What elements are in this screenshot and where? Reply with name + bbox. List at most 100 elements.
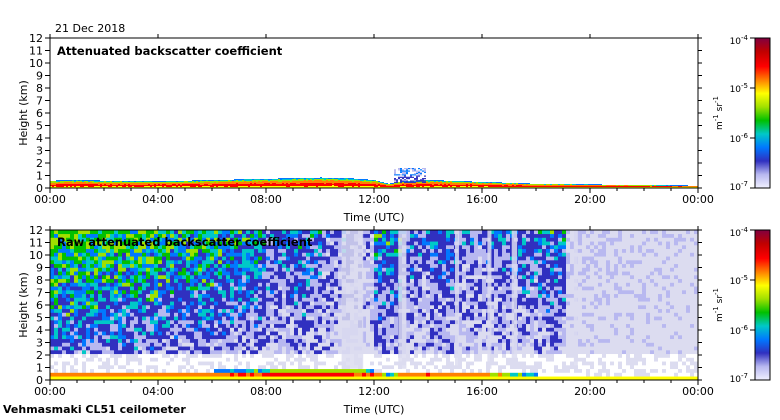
raw-backscatter-cell bbox=[94, 323, 98, 328]
raw-backscatter-cell bbox=[130, 252, 134, 257]
backscatter-cell bbox=[266, 185, 268, 186]
raw-backscatter-cell bbox=[50, 260, 54, 265]
backscatter-cell bbox=[490, 184, 492, 185]
raw-backscatter-cell bbox=[282, 237, 286, 242]
raw-backscatter-cell bbox=[70, 271, 74, 276]
backscatter-cell bbox=[258, 180, 260, 181]
backscatter-cell bbox=[138, 181, 140, 182]
raw-backscatter-cell bbox=[142, 335, 146, 340]
raw-backscatter-cell bbox=[166, 376, 170, 381]
raw-backscatter-cell bbox=[294, 323, 298, 328]
backscatter-cell bbox=[510, 186, 512, 187]
raw-backscatter-cell bbox=[114, 252, 118, 257]
raw-backscatter-cell bbox=[142, 286, 146, 291]
raw-backscatter-cell bbox=[194, 245, 198, 250]
backscatter-cell bbox=[140, 185, 142, 186]
backscatter-cell bbox=[164, 185, 166, 186]
cloud-cell bbox=[406, 181, 408, 183]
backscatter-cell bbox=[648, 185, 650, 186]
backscatter-cell bbox=[282, 182, 284, 183]
raw-backscatter-cell bbox=[238, 335, 242, 340]
backscatter-cell bbox=[270, 181, 272, 182]
backscatter-cell bbox=[380, 186, 382, 187]
raw-backscatter-cell bbox=[114, 230, 118, 235]
raw-backscatter-cell bbox=[182, 256, 186, 261]
backscatter-cell bbox=[194, 183, 196, 184]
raw-backscatter-cell bbox=[138, 267, 142, 272]
backscatter-cell bbox=[370, 186, 372, 187]
backscatter-cell bbox=[90, 184, 92, 185]
raw-backscatter-cell bbox=[186, 301, 190, 306]
backscatter-cell bbox=[298, 178, 300, 179]
raw-backscatter-cell bbox=[82, 357, 86, 362]
backscatter-cell bbox=[156, 181, 158, 182]
raw-backscatter-cell bbox=[262, 342, 266, 347]
raw-backscatter-cell bbox=[66, 305, 70, 310]
raw-backscatter-cell bbox=[254, 286, 258, 291]
backscatter-cell bbox=[602, 186, 604, 187]
raw-backscatter-cell bbox=[134, 357, 138, 362]
raw-backscatter-cell bbox=[270, 233, 274, 238]
backscatter-cell bbox=[274, 182, 276, 183]
raw-backscatter-cell bbox=[198, 312, 202, 317]
raw-backscatter-cell bbox=[302, 233, 306, 238]
raw-backscatter-cell bbox=[234, 241, 238, 246]
raw-backscatter-cell bbox=[106, 308, 110, 313]
raw-backscatter-cell bbox=[58, 305, 62, 310]
raw-backscatter-cell bbox=[250, 230, 254, 235]
raw-backscatter-cell bbox=[194, 376, 198, 381]
raw-backscatter-cell bbox=[154, 241, 158, 246]
backscatter-cell bbox=[360, 181, 362, 182]
raw-backscatter-cell bbox=[130, 361, 134, 366]
raw-backscatter-cell bbox=[278, 241, 282, 246]
raw-backscatter-cell bbox=[234, 372, 238, 377]
raw-backscatter-cell bbox=[250, 293, 254, 298]
backscatter-cell bbox=[144, 185, 146, 186]
backscatter-cell bbox=[270, 180, 272, 181]
backscatter-cell bbox=[238, 186, 240, 187]
backscatter-cell bbox=[586, 184, 588, 185]
raw-backscatter-cell bbox=[170, 342, 174, 347]
backscatter-cell bbox=[74, 183, 76, 184]
backscatter-cell bbox=[54, 181, 56, 182]
raw-backscatter-cell bbox=[182, 357, 186, 362]
raw-backscatter-cell bbox=[186, 346, 190, 351]
raw-backscatter-cell bbox=[150, 233, 154, 238]
backscatter-cell bbox=[246, 183, 248, 184]
raw-backscatter-cell bbox=[298, 282, 302, 287]
raw-backscatter-cell bbox=[298, 252, 302, 257]
backscatter-cell bbox=[528, 183, 530, 184]
raw-backscatter-cell bbox=[110, 350, 114, 355]
raw-backscatter-cell bbox=[282, 376, 286, 381]
raw-backscatter-cell bbox=[194, 331, 198, 336]
raw-backscatter-cell bbox=[278, 323, 282, 328]
raw-backscatter-cell bbox=[198, 372, 202, 377]
backscatter-cell bbox=[296, 179, 298, 180]
raw-backscatter-cell bbox=[206, 248, 210, 253]
backscatter-cell bbox=[128, 182, 130, 183]
raw-backscatter-cell bbox=[118, 376, 122, 381]
raw-backscatter-cell bbox=[94, 316, 98, 321]
backscatter-cell bbox=[294, 181, 296, 182]
raw-backscatter-cell bbox=[122, 372, 126, 377]
raw-backscatter-cell bbox=[134, 293, 138, 298]
backscatter-cell bbox=[320, 183, 322, 184]
backscatter-cell bbox=[138, 186, 140, 187]
raw-backscatter-cell bbox=[82, 346, 86, 351]
raw-backscatter-cell bbox=[138, 286, 142, 291]
backscatter-cell bbox=[444, 184, 446, 185]
raw-backscatter-cell bbox=[102, 290, 106, 295]
raw-backscatter-cell bbox=[102, 338, 106, 343]
raw-backscatter-cell bbox=[158, 323, 162, 328]
backscatter-cell bbox=[164, 181, 166, 182]
raw-backscatter-cell bbox=[234, 350, 238, 355]
backscatter-cell bbox=[230, 186, 232, 187]
raw-backscatter-cell bbox=[70, 361, 74, 366]
backscatter-cell bbox=[452, 184, 454, 185]
raw-backscatter-cell bbox=[166, 252, 170, 257]
raw-backscatter-cell bbox=[86, 241, 90, 246]
backscatter-cell bbox=[522, 186, 524, 187]
raw-backscatter-cell bbox=[162, 275, 166, 280]
raw-backscatter-cell bbox=[122, 331, 126, 336]
raw-backscatter-cell bbox=[82, 335, 86, 340]
